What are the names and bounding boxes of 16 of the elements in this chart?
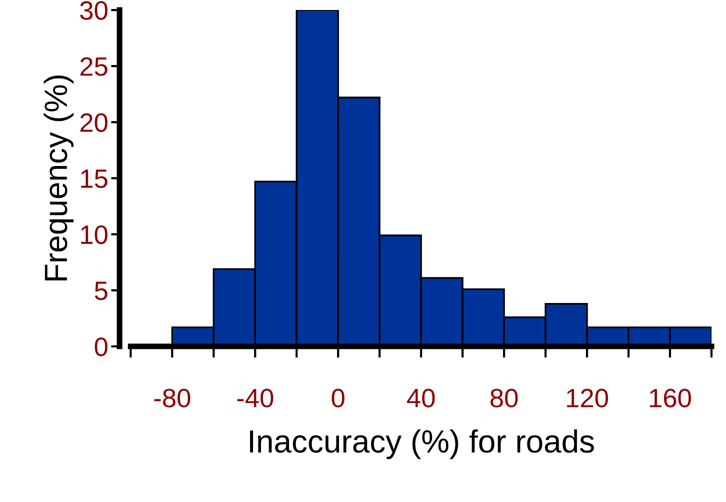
x-tick-label: -80 <box>154 388 190 408</box>
y-tick-label: 20 <box>80 113 108 132</box>
x-tick-label: 160 <box>650 388 691 408</box>
x-tick-label: 80 <box>490 388 518 408</box>
x-tick-label: 40 <box>407 388 435 408</box>
y-axis-title: Frequency (%) <box>44 75 74 280</box>
y-tick-label: 25 <box>80 57 108 76</box>
x-axis-title: Inaccuracy (%) for roads <box>250 429 594 460</box>
y-tick-label: 5 <box>94 282 108 300</box>
x-tick-label: 120 <box>567 388 608 408</box>
y-tick-label: 0 <box>94 338 108 356</box>
y-tick-label: 15 <box>81 170 108 188</box>
x-tick-label: -40 <box>237 388 274 408</box>
x-tick-label: 0 <box>332 388 344 408</box>
y-tick-label: 30 <box>80 1 108 20</box>
y-tick-label: 10 <box>81 225 108 244</box>
